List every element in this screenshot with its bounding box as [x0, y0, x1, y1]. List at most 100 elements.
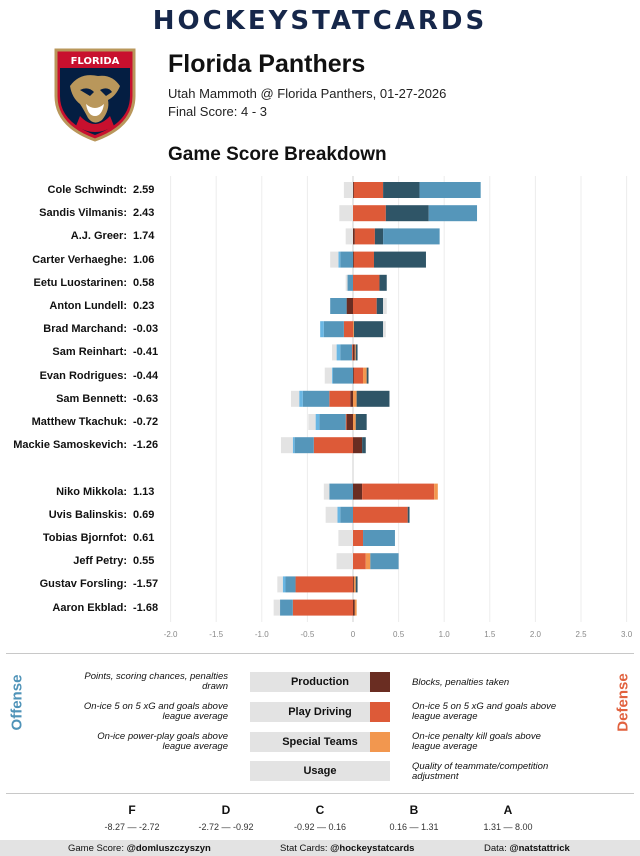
player-name: Evan Rodrigues:: [39, 369, 127, 382]
player-game-score: -0.03: [133, 323, 159, 336]
bar-segment-off-play-driving: [340, 344, 353, 361]
bar-segment-off-special-teams: [337, 506, 341, 523]
bar-segment-off-play-driving: [294, 437, 314, 454]
player-name: Carter Verhaeghe:: [32, 253, 127, 266]
player-game-score: 0.69: [133, 508, 155, 521]
bar-segment-usage: [383, 321, 386, 338]
chart-title: Game Score Breakdown: [168, 144, 387, 165]
player-game-score: 1.74: [133, 230, 155, 243]
x-tick-label: 1.0: [439, 630, 451, 639]
bar-segment-off-production: [376, 298, 384, 314]
footer-game-score: Game Score: @domluszczyszyn: [68, 843, 211, 854]
player-game-score: 0.23: [133, 300, 155, 312]
legend-defense-play-driving-swatch: [370, 702, 390, 722]
bar-segment-usage: [280, 437, 293, 454]
player-name: Aaron Ekblad:: [52, 601, 127, 614]
bar-segment-off-production: [362, 437, 366, 454]
legend-special-teams-label: Special Teams: [250, 732, 390, 752]
game-score-chart: -2.0 -1.5 -1.0 -0.5 0 0.5 1.0 1.5 2.0 2.5 3.0: [164, 176, 633, 639]
x-tick-label: -1.5: [209, 630, 223, 639]
bar-segment-def-production: [346, 414, 353, 430]
player-name: Uvis Balinskis:: [48, 508, 127, 521]
legend-defense-play-driving-desc: On-ice 5 on 5 xG and goals above league …: [412, 701, 557, 722]
player-name: A.J. Greer:: [70, 230, 127, 243]
player-game-score: -0.41: [133, 346, 159, 359]
bar-segment-def-production: [353, 182, 354, 198]
bar-segment-off-production: [374, 228, 384, 245]
divider-bottom: [6, 793, 634, 794]
bar-segment-off-special-teams: [292, 437, 295, 454]
bar-segment-usage: [290, 390, 300, 407]
bar-segment-def-production: [350, 390, 353, 407]
legend-usage-label: Usage: [250, 761, 390, 781]
bar-segment-def-play-driving: [345, 414, 347, 430]
bar-segment-def-play-driving: [353, 530, 364, 546]
bar-segment-off-production: [356, 390, 390, 407]
grade-range: 1.31 — 8.00: [483, 822, 533, 832]
bar-segment-def-play-driving: [353, 367, 364, 384]
grade-c: C -0.92 — 0.16: [280, 803, 360, 832]
player-name: Matthew Tkachuk:: [31, 416, 127, 428]
team-logo: FLORIDA: [54, 48, 136, 142]
player-game-score: 0.61: [133, 532, 155, 544]
grade-letter: F: [128, 803, 136, 817]
player-game-score: -0.72: [133, 416, 159, 428]
bar-segment-def-production: [353, 483, 363, 500]
final-score: Final Score: 4 - 3: [168, 104, 267, 119]
bar-segment-off-play-driving: [323, 321, 344, 338]
bar-segment-def-special-teams: [353, 576, 356, 593]
legend-offense-production-desc: Points, scoring chances, penalties drawn: [84, 671, 228, 692]
bar-segment-off-production: [355, 414, 367, 430]
bar-segment-off-production: [385, 205, 429, 222]
bar-segment-def-play-driving: [343, 321, 353, 338]
x-tick-label: 2.5: [575, 630, 587, 639]
grade-range: 0.16 — 1.31: [389, 822, 439, 832]
grade-range: -2.72 — -0.92: [198, 822, 254, 832]
bar-segment-usage: [343, 182, 353, 198]
bar-segment-def-play-driving: [353, 274, 380, 291]
footer-stat-cards-link[interactable]: @hockeystatcards: [330, 843, 415, 854]
player-game-score: 0.55: [133, 555, 155, 568]
bar-segment-usage: [345, 228, 353, 245]
bar-segment-off-play-driving: [347, 274, 353, 291]
bar-segment-off-play-driving: [302, 390, 330, 407]
bar-segment-off-production: [373, 251, 426, 268]
bar-segment-off-production: [355, 344, 358, 361]
bar-segment-off-play-driving: [319, 414, 346, 430]
divider-top: [6, 653, 634, 654]
bar-segment-usage: [325, 506, 338, 523]
bar-segment-def-production: [353, 228, 355, 245]
logo-wordmark: FLORIDA: [71, 56, 120, 67]
bar-segment-usage: [332, 344, 337, 361]
bar-segment-off-play-driving: [340, 251, 353, 268]
grade-b: B 0.16 — 1.31: [374, 803, 454, 832]
player-name: Anton Lundell:: [49, 300, 127, 312]
footer-stat-cards: Stat Cards: @hockeystatcards: [280, 843, 414, 854]
bar-segment-def-play-driving: [353, 298, 377, 314]
bar-segment-def-special-teams: [353, 414, 356, 430]
player-game-score: -1.57: [133, 578, 159, 591]
bar-segment-off-special-teams: [315, 414, 320, 430]
footer-game-score-link[interactable]: @domluszczyszyn: [126, 843, 211, 854]
footer-data-link[interactable]: @natstattrick: [509, 843, 570, 854]
player-name: Mackie Samoskevich:: [13, 439, 127, 452]
bar-segment-off-special-teams: [338, 251, 341, 268]
x-tick-label: 0.5: [393, 630, 405, 639]
bar-segment-usage: [330, 251, 339, 268]
bar-segment-def-play-driving: [352, 344, 353, 361]
grade-letter: B: [409, 803, 419, 817]
grade-letter: D: [221, 803, 231, 817]
bar-segment-off-production: [407, 506, 410, 523]
footer-data: Data: @natstattrick: [484, 843, 570, 854]
defense-label: Defense: [614, 673, 632, 732]
player-game-score: -0.44: [133, 369, 159, 382]
legend-defense-special-teams-desc: On-ice penalty kill goals above league a…: [412, 731, 541, 752]
grade-range: -8.27 — -2.72: [104, 822, 160, 832]
bar-segment-def-play-driving: [295, 576, 353, 593]
bar-segment-def-special-teams: [434, 483, 438, 500]
bar-segment-def-play-driving: [353, 205, 386, 222]
bar-segment-off-play-driving: [329, 483, 353, 500]
bar-segment-off-special-teams: [320, 321, 324, 338]
bar-segment-off-special-teams: [299, 390, 303, 407]
bar-segment-def-production: [353, 344, 355, 361]
